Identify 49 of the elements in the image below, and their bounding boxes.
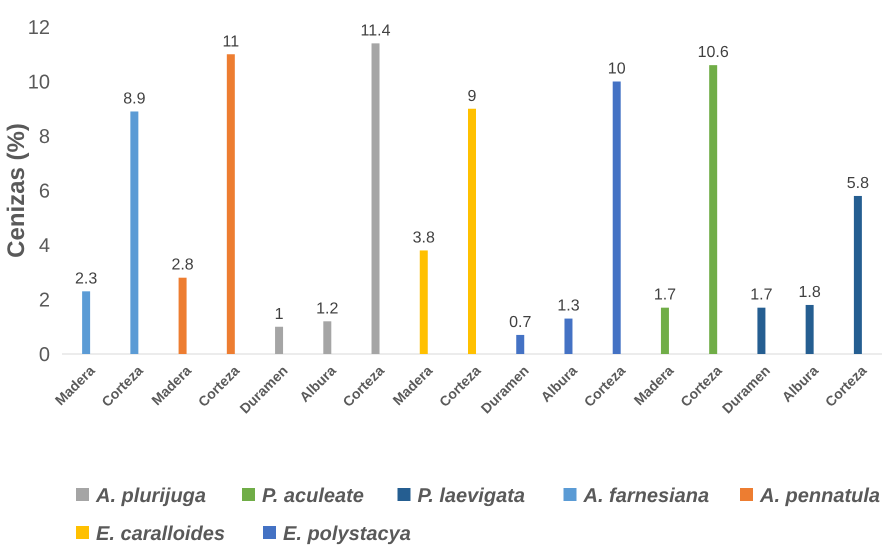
- bar: [854, 196, 862, 354]
- legend-label: P. laevigata: [418, 485, 525, 507]
- bar: [564, 318, 572, 354]
- legend-label: E. caralloides: [96, 523, 225, 545]
- legend-label: A. farnesiana: [582, 485, 710, 507]
- y-tick-label: 2: [38, 290, 50, 312]
- y-tick-label: 6: [38, 180, 50, 202]
- bar: [323, 321, 332, 354]
- y-axis-title: Cenizas (%): [3, 123, 30, 258]
- bar: [130, 111, 138, 354]
- bar: [709, 65, 718, 354]
- bar: [178, 278, 187, 354]
- data-label: 1.8: [798, 284, 821, 301]
- data-label: 9: [468, 88, 477, 105]
- legend-label: A. pennatula: [759, 485, 880, 507]
- bar: [372, 43, 380, 354]
- legend-label: E. polystacya: [283, 523, 411, 545]
- bar: [806, 304, 814, 354]
- bar: [612, 82, 621, 354]
- data-label: 2.3: [74, 270, 98, 288]
- data-label: 1.2: [316, 300, 339, 318]
- bar: [82, 291, 90, 354]
- y-tick-label: 12: [28, 17, 50, 39]
- data-label: 1: [274, 306, 284, 323]
- bar: [226, 54, 235, 354]
- data-label: 10.6: [698, 44, 729, 62]
- data-label: 8.9: [123, 90, 146, 108]
- bar: [516, 334, 524, 354]
- y-tick-label: 4: [38, 235, 50, 257]
- bar: [468, 108, 476, 354]
- bar: [275, 326, 284, 354]
- data-label: 0.7: [509, 314, 532, 331]
- bar: [660, 308, 669, 354]
- bar: [420, 250, 428, 354]
- y-tick-label: 8: [38, 126, 50, 148]
- data-label: 1.7: [654, 286, 676, 304]
- legend-label: P. aculeate: [262, 485, 364, 507]
- legend-label: A. plurijuga: [95, 485, 206, 507]
- data-label: 11.4: [360, 22, 391, 40]
- data-label: 1.3: [557, 298, 580, 315]
- data-label: 5.8: [846, 174, 870, 192]
- data-label: 10: [608, 60, 626, 78]
- y-tick-label: 0: [38, 344, 50, 366]
- data-label: 3.8: [412, 229, 435, 246]
- data-label: 1.7: [750, 286, 773, 304]
- y-tick-label: 10: [28, 72, 50, 94]
- data-label: 11: [222, 33, 240, 50]
- data-label: 2.8: [171, 256, 194, 274]
- bar: [757, 308, 766, 354]
